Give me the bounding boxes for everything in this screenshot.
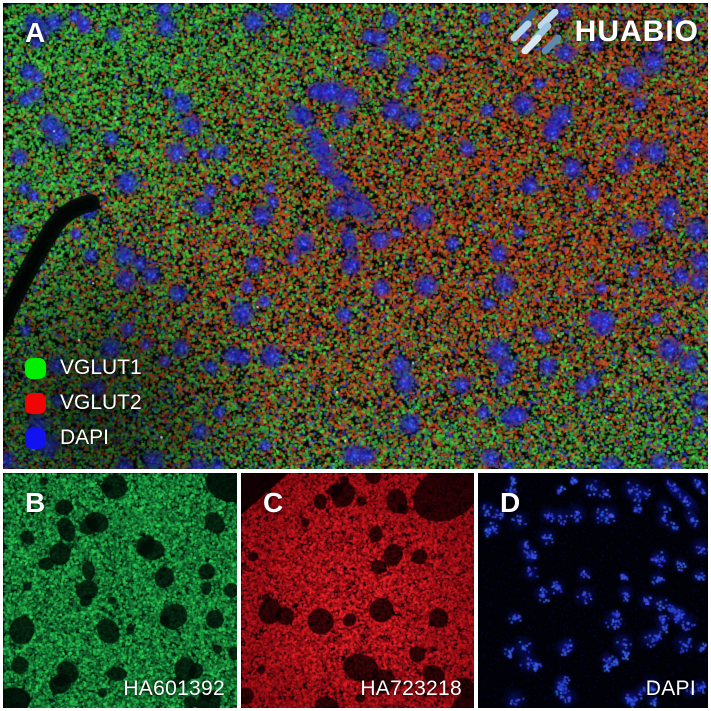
panel-d-caption: DAPI: [645, 677, 696, 700]
panel-c-label: C: [263, 487, 284, 518]
legend-label-dapi: DAPI: [60, 426, 110, 449]
panel-d-micrograph: [478, 473, 708, 708]
bottom-panel-row: B HA601392 C HA723218 D DAPI: [3, 473, 708, 708]
huabio-logo-text: HUABIO: [574, 14, 699, 48]
legend-swatch-vglut2: [25, 392, 46, 414]
legend-swatch-dapi: [25, 427, 46, 449]
panel-c-micrograph: [241, 473, 474, 708]
panel-b: B HA601392: [3, 473, 237, 708]
panel-b-micrograph: [3, 473, 237, 708]
panel-b-label: B: [25, 487, 46, 518]
legend-swatch-vglut1: [25, 357, 46, 379]
legend-label-vglut2: VGLUT2: [60, 391, 142, 414]
huabio-logo-mark-icon: [510, 9, 562, 54]
panel-a-label: A: [25, 17, 46, 48]
panel-d: D DAPI: [478, 473, 708, 708]
panel-c: C HA723218: [241, 473, 474, 708]
panel-a: A HUABIO VGLUT1 VGLUT2: [3, 3, 708, 469]
legend-row-vglut2: VGLUT2: [25, 391, 142, 415]
huabio-logo: HUABIO: [510, 9, 699, 54]
panel-b-caption: HA601392: [123, 677, 225, 700]
channel-legend: VGLUT1 VGLUT2 DAPI: [25, 356, 142, 450]
legend-row-dapi: DAPI: [25, 426, 142, 450]
legend-label-vglut1: VGLUT1: [60, 356, 142, 379]
panel-a-micrograph: [3, 3, 708, 469]
panel-d-label: D: [500, 487, 521, 518]
legend-row-vglut1: VGLUT1: [25, 356, 142, 380]
panel-c-caption: HA723218: [360, 677, 462, 700]
